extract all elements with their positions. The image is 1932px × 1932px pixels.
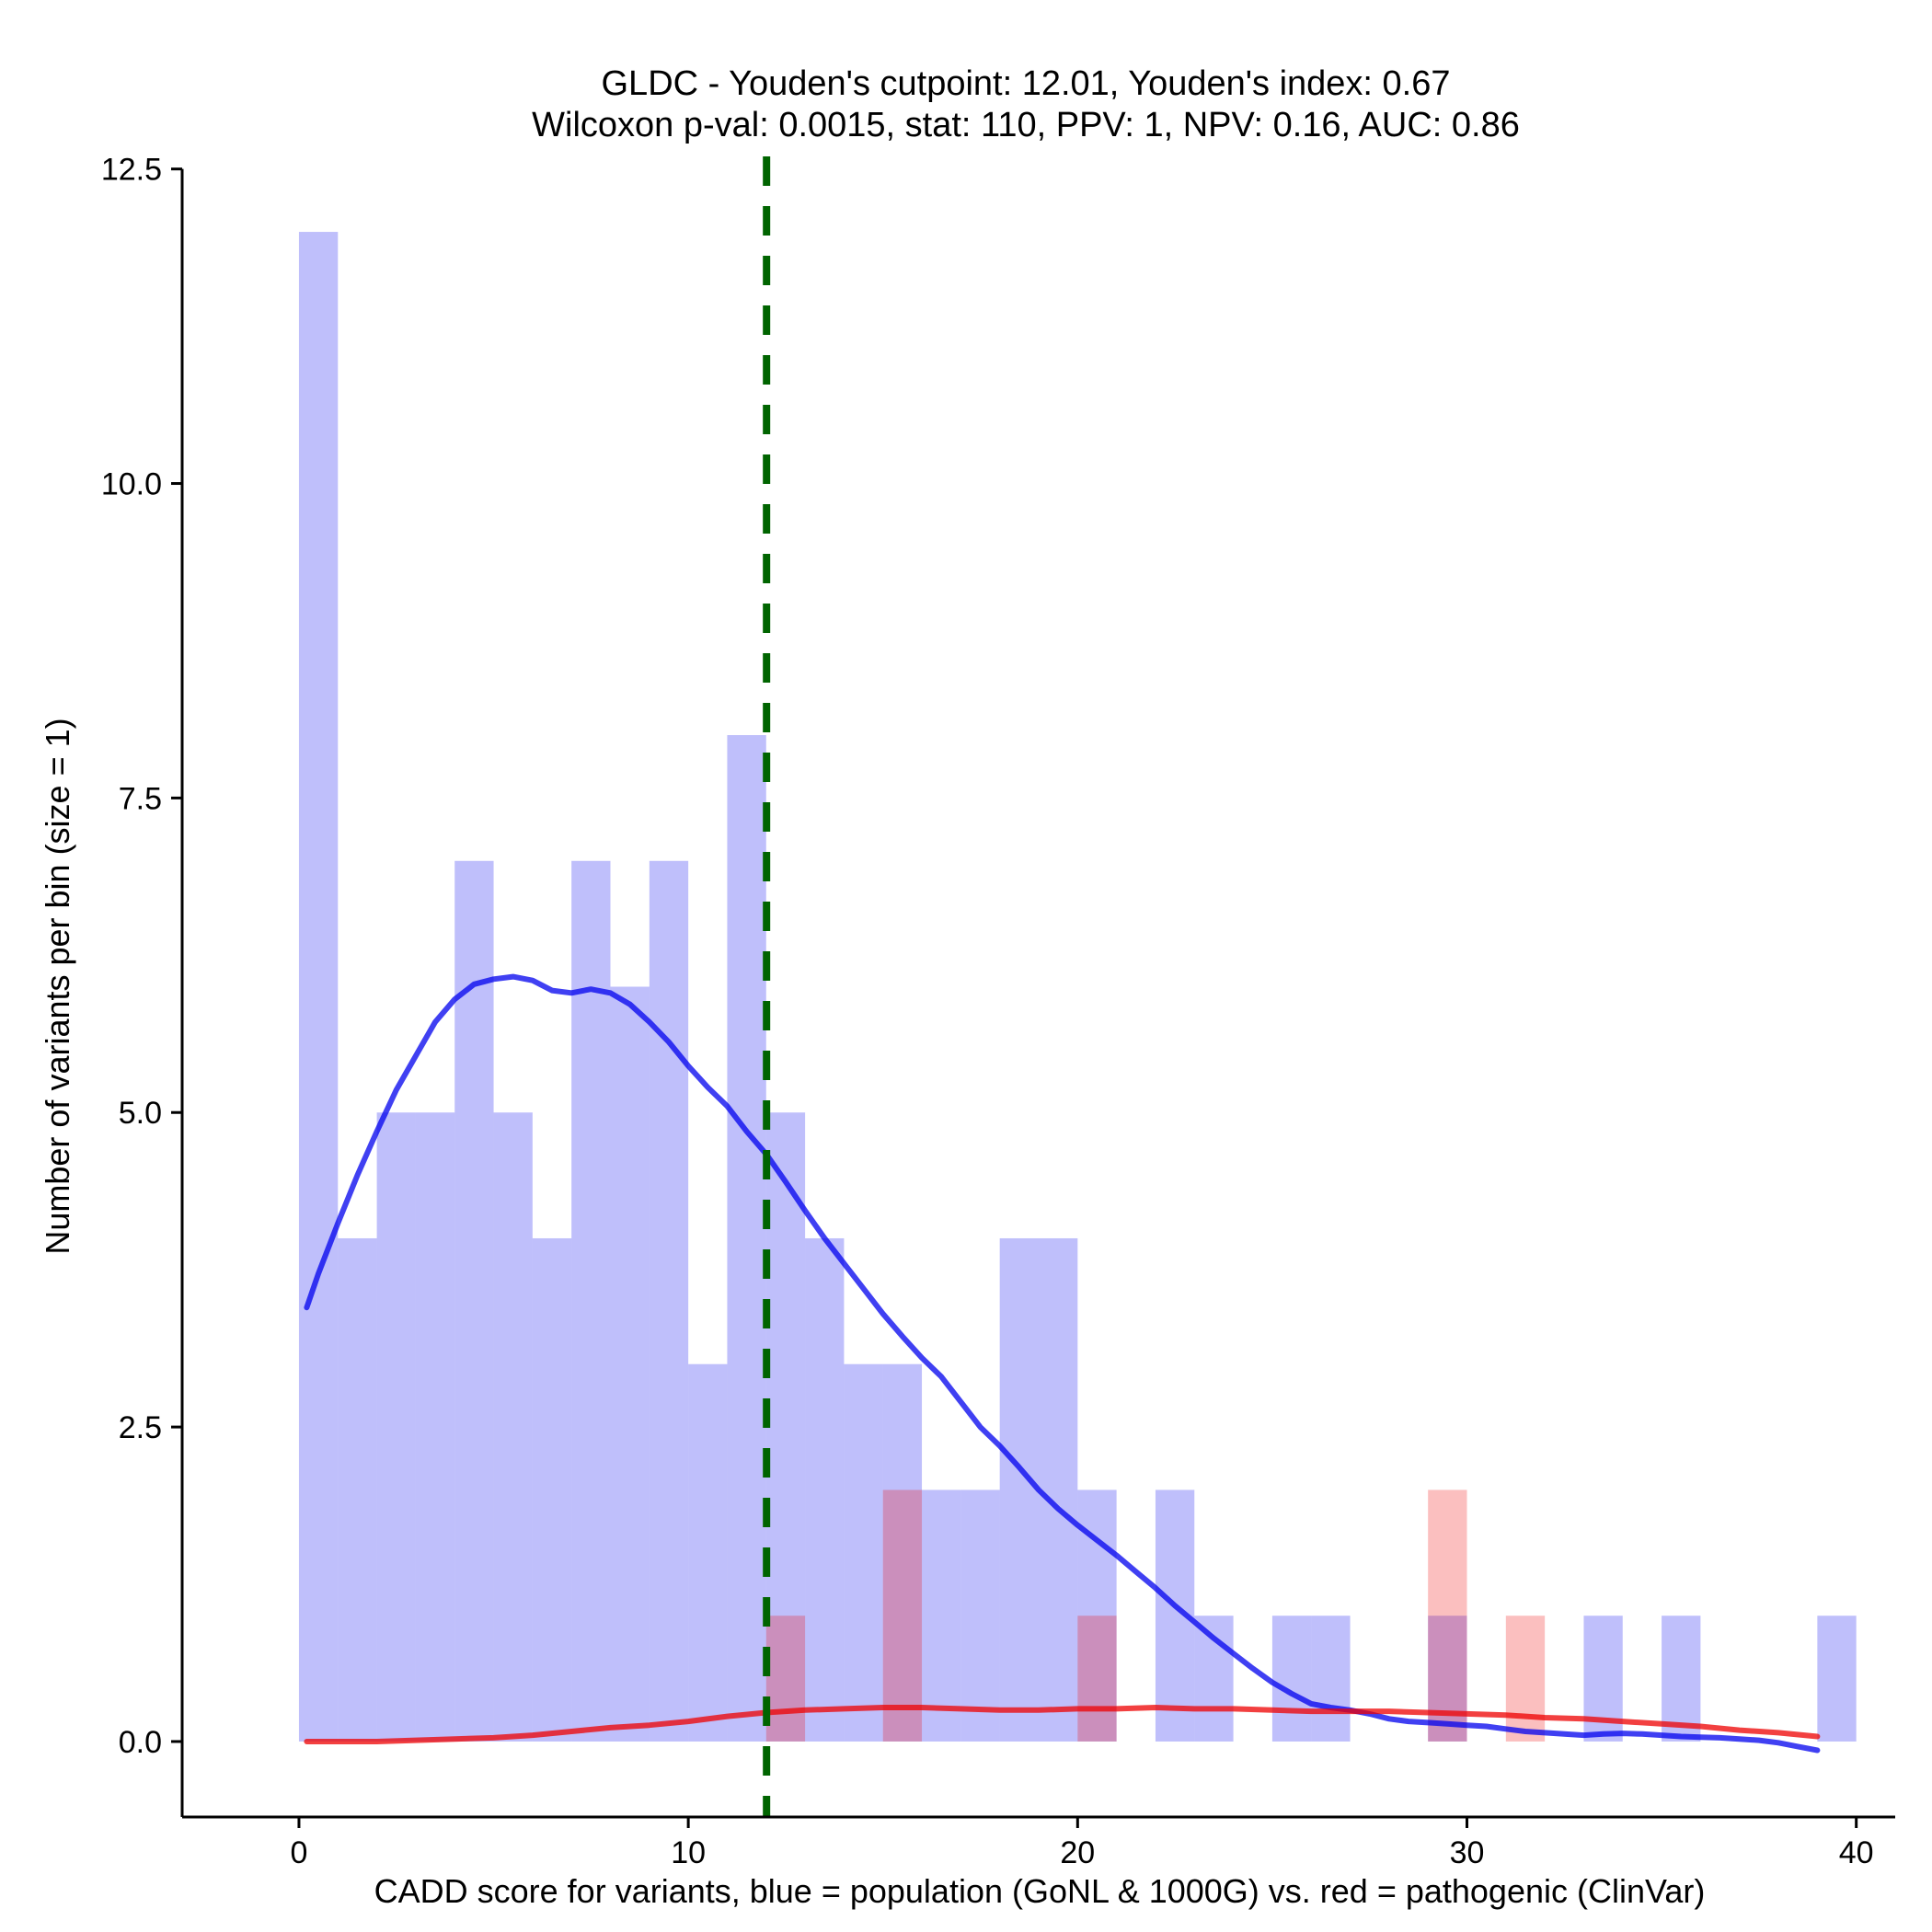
x-tick-label: 0 — [290, 1835, 307, 1870]
y-tick-label: 7.5 — [119, 781, 162, 816]
pathogenic-bar — [765, 1616, 806, 1742]
population-bar — [571, 860, 611, 1742]
population-bar — [649, 860, 689, 1742]
population-density-curve — [304, 973, 1821, 1754]
population-bar — [454, 860, 494, 1742]
y-tick-label: 0.0 — [119, 1725, 162, 1760]
population-bar — [1194, 1616, 1234, 1742]
population-bar — [1662, 1616, 1701, 1742]
pathogenic-bars — [765, 1489, 1546, 1742]
x-tick-label: 30 — [1450, 1835, 1485, 1870]
population-bar — [376, 1112, 416, 1742]
x-tick-label: 40 — [1839, 1835, 1874, 1870]
pathogenic-bar — [1505, 1616, 1546, 1742]
population-bar — [298, 232, 339, 1742]
y-tick-label: 10.0 — [101, 467, 162, 502]
population-bar — [610, 986, 650, 1742]
axes: 0 10 20 30 40 0.0 2.5 5.0 7.5 10.0 12.5 — [101, 153, 1895, 1870]
population-bar — [1039, 1237, 1078, 1742]
y-ticks: 0.0 2.5 5.0 7.5 10.0 12.5 — [101, 153, 182, 1760]
population-bar — [727, 735, 766, 1742]
population-bar — [922, 1489, 961, 1742]
plot-area — [298, 156, 1857, 1817]
population-bar — [532, 1237, 572, 1742]
y-axis-label: Number of variants per bin (size = 1) — [39, 718, 76, 1254]
population-bar — [999, 1237, 1039, 1742]
y-tick-label: 12.5 — [101, 153, 162, 188]
population-bar — [844, 1363, 883, 1742]
population-bar — [1817, 1616, 1857, 1742]
population-bar — [688, 1363, 728, 1742]
x-tick-label: 10 — [671, 1835, 706, 1870]
population-bar — [960, 1489, 1000, 1742]
pathogenic-density-curve — [304, 1705, 1821, 1744]
population-bar — [338, 1237, 377, 1742]
x-tick-label: 20 — [1060, 1835, 1095, 1870]
population-bar — [1311, 1616, 1351, 1742]
x-axis-label: CADD score for variants, blue = populati… — [374, 1872, 1706, 1910]
population-bar — [415, 1112, 455, 1742]
pathogenic-bar — [1077, 1616, 1117, 1742]
y-tick-label: 2.5 — [119, 1410, 162, 1445]
pathogenic-bar — [882, 1489, 923, 1742]
chart-title: GLDC - Youden's cutpoint: 12.01, Youden'… — [602, 64, 1451, 103]
population-bar — [1271, 1616, 1312, 1742]
population-bars — [298, 232, 1857, 1742]
x-ticks: 0 10 20 30 40 — [290, 1817, 1874, 1870]
pathogenic-bar — [1428, 1489, 1467, 1742]
population-bar — [765, 1112, 806, 1742]
chart-subtitle: Wilcoxon p-val: 0.0015, stat: 110, PPV: … — [532, 106, 1520, 144]
population-bar — [882, 1363, 923, 1742]
population-bar — [493, 1112, 533, 1742]
y-tick-label: 5.0 — [119, 1096, 162, 1131]
population-bar — [805, 1237, 845, 1742]
